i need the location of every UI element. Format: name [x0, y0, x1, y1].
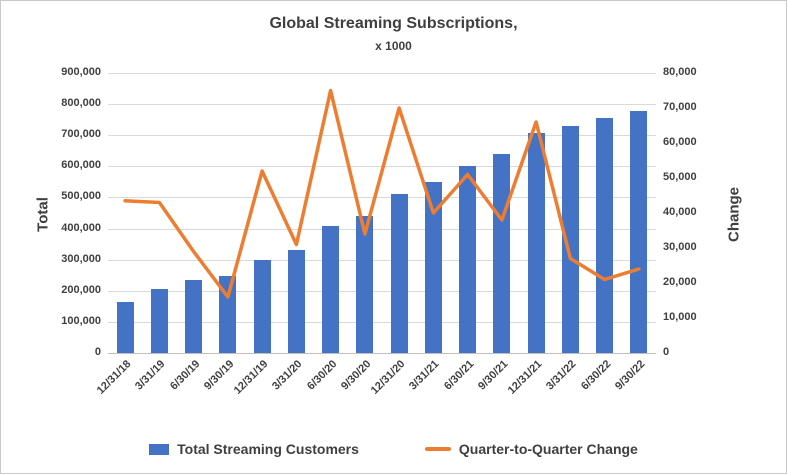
legend: Total Streaming Customers Quarter-to-Qua…	[1, 441, 786, 457]
x-axis-line	[108, 353, 656, 354]
bar-total-streaming-customers	[185, 280, 203, 353]
gridline	[108, 290, 656, 292]
bar-total-streaming-customers	[630, 111, 648, 353]
bar-total-streaming-customers	[287, 250, 305, 353]
bar-total-streaming-customers	[253, 259, 271, 353]
legend-line-label: Quarter-to-Quarter Change	[458, 441, 638, 457]
bar-total-streaming-customers	[527, 132, 545, 353]
bar-total-streaming-customers	[390, 194, 408, 353]
bar-total-streaming-customers	[596, 118, 614, 353]
y-axis-tick-left: 900,000	[61, 66, 101, 78]
legend-bar-label: Total Streaming Customers	[177, 441, 359, 457]
legend-item-line: Quarter-to-Quarter Change	[424, 441, 638, 457]
y-axis-tick-right: 80,000	[663, 66, 697, 78]
gridline	[108, 104, 656, 106]
bar-total-streaming-customers	[356, 216, 374, 353]
line-path	[123, 88, 641, 299]
y-axis-tick-left: 500,000	[61, 190, 101, 203]
y-axis-tick-left: 800,000	[61, 97, 101, 110]
bar-total-streaming-customers	[459, 166, 477, 353]
y-axis-tick-left: 300,000	[61, 252, 101, 265]
y-axis-tick-right: 0	[663, 346, 670, 358]
y-axis-tick-right: 30,000	[663, 241, 697, 253]
y-axis-tick-right: 70,000	[663, 101, 697, 113]
legend-line-swatch-icon	[424, 447, 451, 451]
plot-area	[108, 73, 656, 354]
y-axis-tick-left: 400,000	[61, 221, 101, 234]
gridline	[108, 135, 656, 137]
y-axis-tick-left: 200,000	[61, 283, 101, 296]
gridline	[108, 73, 656, 74]
bar-total-streaming-customers	[219, 275, 237, 353]
y-axis-tick-right: 20,000	[663, 276, 697, 288]
bar-total-streaming-customers	[150, 289, 168, 353]
y-axis-tick-left: 700,000	[61, 128, 101, 141]
legend-bar-swatch-icon	[149, 443, 170, 455]
y-axis-tick-right: 40,000	[663, 206, 697, 218]
bar-total-streaming-customers	[561, 125, 579, 353]
y-axis-tick-left: 600,000	[61, 159, 101, 172]
line-series-layer	[123, 88, 641, 299]
gridline	[108, 259, 656, 261]
legend-item-bar: Total Streaming Customers	[149, 441, 359, 457]
chart-title: Global Streaming Subscriptions,	[269, 15, 518, 32]
bars-layer	[108, 73, 656, 353]
y-axis-tick-left: 100,000	[61, 314, 101, 327]
gridline	[108, 197, 656, 199]
y-axis-tick-left: 0	[94, 346, 101, 358]
gridline	[108, 321, 656, 323]
bar-total-streaming-customers	[424, 182, 442, 353]
y-axis-tick-right: 60,000	[663, 136, 697, 148]
right-axis-title: Change	[725, 187, 743, 243]
y-axis-tick-right: 10,000	[663, 311, 697, 323]
bar-total-streaming-customers	[116, 302, 134, 353]
gridline	[108, 228, 656, 230]
chart-subtitle: x 1000	[375, 39, 412, 53]
bar-total-streaming-customers	[322, 226, 340, 353]
y-axis-tick-right: 50,000	[663, 171, 697, 183]
